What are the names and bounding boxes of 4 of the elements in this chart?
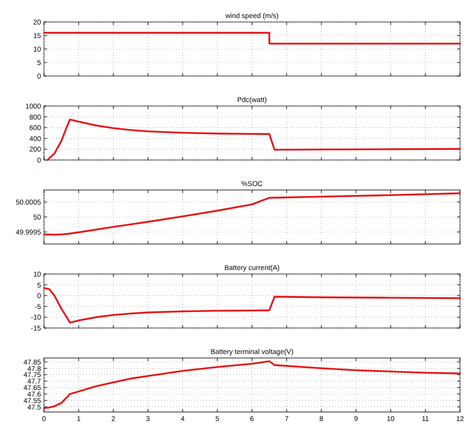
line-series [43,192,461,236]
line-series [43,360,461,410]
line-series [46,118,461,161]
line-series [43,287,461,324]
